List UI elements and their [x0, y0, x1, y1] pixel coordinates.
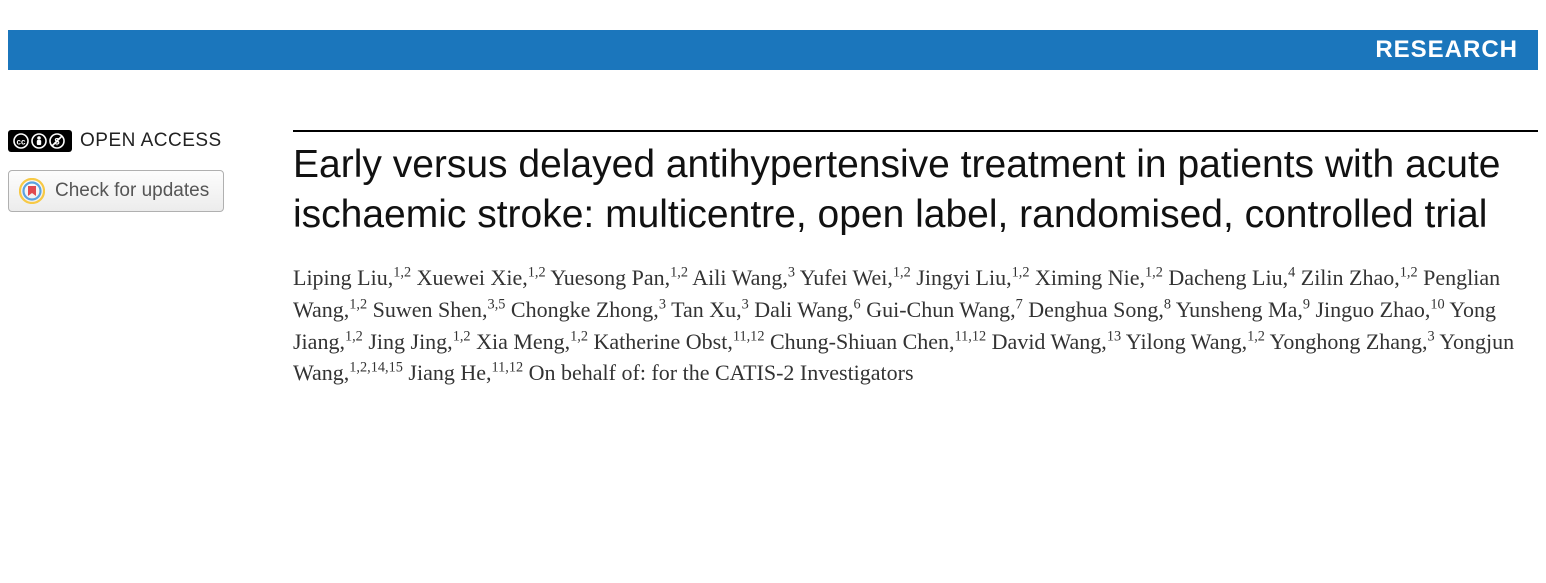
author: Xia Meng, — [476, 329, 570, 354]
open-access-label: OPEN ACCESS — [80, 130, 222, 152]
author-affil: 1,2,14,15 — [349, 360, 403, 376]
author: Yufei Wei, — [800, 265, 893, 290]
author: Chongke Zhong, — [511, 297, 659, 322]
article-header: Early versus delayed antihypertensive tr… — [293, 130, 1538, 389]
sidebar: cc $ OPEN ACCESS Check for upda — [8, 130, 293, 389]
author-affil: 1,2 — [570, 328, 588, 344]
author-affil: 11,12 — [492, 360, 524, 376]
content-wrapper: cc $ OPEN ACCESS Check for upda — [0, 130, 1546, 389]
author-affil: 1,2 — [393, 264, 411, 280]
author-affil: 1,2 — [893, 264, 911, 280]
open-access-row: cc $ OPEN ACCESS — [8, 130, 273, 152]
author: Jiang He, — [408, 360, 491, 385]
author-affil: 4 — [1288, 264, 1295, 280]
author: Zilin Zhao, — [1301, 265, 1400, 290]
on-behalf-text: On behalf of: for the CATIS-2 Investigat… — [529, 360, 914, 385]
author-affil: 6 — [854, 296, 861, 312]
author: Xuewei Xie, — [417, 265, 528, 290]
author: David Wang, — [992, 329, 1107, 354]
author: Tan Xu, — [671, 297, 742, 322]
author-affil: 13 — [1107, 328, 1121, 344]
author: Katherine Obst, — [594, 329, 733, 354]
author: Ximing Nie, — [1035, 265, 1145, 290]
article-title: Early versus delayed antihypertensive tr… — [293, 140, 1538, 240]
author-affil: 9 — [1303, 296, 1310, 312]
author: Yuesong Pan, — [550, 265, 670, 290]
author: Yunsheng Ma, — [1176, 297, 1303, 322]
author: Denghua Song, — [1028, 297, 1164, 322]
cc-license-badge: cc $ — [8, 130, 72, 152]
author: Dacheng Liu, — [1168, 265, 1288, 290]
author-affil: 1,2 — [349, 296, 367, 312]
author: Jing Jing, — [368, 329, 452, 354]
author-affil: 1,2 — [670, 264, 688, 280]
author: Yilong Wang, — [1126, 329, 1247, 354]
author-affil: 1,2 — [528, 264, 546, 280]
author: Aili Wang, — [692, 265, 788, 290]
author-affil: 7 — [1016, 296, 1023, 312]
author: Jingyi Liu, — [916, 265, 1011, 290]
svg-text:cc: cc — [17, 138, 26, 147]
author: Liping Liu, — [293, 265, 393, 290]
section-banner: RESEARCH — [8, 30, 1538, 70]
author: Jinguo Zhao, — [1316, 297, 1431, 322]
cc-by-nc-icon: cc $ — [12, 132, 68, 150]
author-affil: 1,2 — [1145, 264, 1163, 280]
author: Yonghong Zhang, — [1270, 329, 1428, 354]
author-affil: 3 — [788, 264, 795, 280]
author-affil: 1,2 — [1012, 264, 1030, 280]
author-list: Liping Liu,1,2 Xuewei Xie,1,2 Yuesong Pa… — [293, 262, 1538, 390]
check-for-updates-button[interactable]: Check for updates — [8, 170, 224, 212]
author-affil: 1,2 — [1400, 264, 1418, 280]
author-affil: 3,5 — [488, 296, 506, 312]
section-label: RESEARCH — [1375, 36, 1518, 64]
check-for-updates-label: Check for updates — [55, 180, 209, 202]
author-affil: 1,2 — [453, 328, 471, 344]
author-affil: 11,12 — [733, 328, 765, 344]
author-affil: 11,12 — [955, 328, 987, 344]
author-affil: 1,2 — [345, 328, 363, 344]
author-affil: 10 — [1430, 296, 1444, 312]
author: Chung-Shiuan Chen, — [770, 329, 955, 354]
author-affil: 8 — [1164, 296, 1171, 312]
author-affil: 3 — [1428, 328, 1435, 344]
author-affil: 3 — [742, 296, 749, 312]
crossmark-icon — [19, 178, 45, 204]
author-affil: 3 — [659, 296, 666, 312]
author: Dali Wang, — [754, 297, 853, 322]
author: Gui-Chun Wang, — [866, 297, 1015, 322]
author: Suwen Shen, — [373, 297, 488, 322]
author-affil: 1,2 — [1247, 328, 1265, 344]
